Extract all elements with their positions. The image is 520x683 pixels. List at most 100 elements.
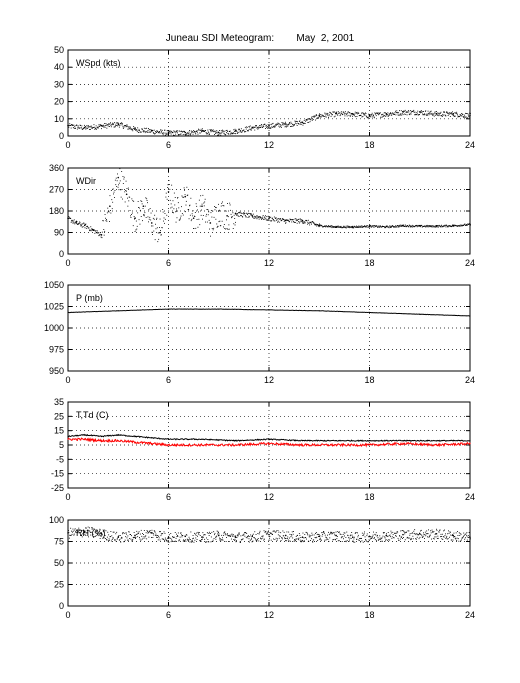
scatter-dot: [190, 197, 192, 199]
scatter-dot: [317, 117, 319, 119]
data-point: [192, 217, 195, 219]
scatter-dot: [349, 112, 351, 114]
scatter-dot: [148, 129, 150, 131]
panel-label-temperature-dewpoint: T,Td (C): [76, 410, 109, 420]
scatter-dot: [188, 536, 190, 538]
scatter-dot: [237, 534, 239, 536]
scatter-dot: [86, 225, 88, 227]
scatter-dot: [71, 221, 73, 223]
scatter-dot: [227, 535, 229, 536]
scatter-dot: [313, 222, 315, 224]
scatter-dot: [441, 225, 443, 227]
scatter-dot: [404, 224, 406, 226]
scatter-dot: [153, 218, 155, 220]
scatter-dot: [91, 228, 93, 230]
scatter-dot: [452, 534, 453, 536]
scatter-dot: [122, 183, 124, 184]
xtick-label: 18: [364, 492, 374, 502]
scatter-dot: [98, 234, 100, 236]
data-point: [435, 440, 438, 442]
scatter-dot: [339, 112, 340, 114]
scatter-dot: [77, 125, 79, 127]
data-point: [368, 114, 371, 117]
data-point: [117, 434, 119, 436]
data-point: [351, 112, 354, 115]
scatter-dot: [270, 124, 272, 126]
scatter-dot: [184, 194, 186, 196]
scatter-dot: [345, 113, 347, 115]
scatter-dot: [375, 225, 377, 227]
scatter-dot: [393, 226, 395, 227]
scatter-dot: [469, 541, 471, 543]
scatter-dot: [462, 224, 464, 226]
scatter-dot: [428, 114, 430, 116]
scatter-dot: [176, 217, 178, 219]
scatter-dot: [139, 533, 141, 535]
scatter-dot: [202, 194, 204, 196]
scatter-dot: [248, 541, 250, 543]
scatter-dot: [281, 122, 283, 123]
data-point: [418, 111, 421, 113]
scatter-dot: [124, 532, 126, 534]
data-point: [159, 231, 161, 234]
scatter-dot: [355, 532, 357, 533]
scatter-dot: [427, 536, 428, 538]
scatter-dot: [282, 530, 284, 532]
scatter-dot: [177, 132, 178, 134]
scatter-dot: [255, 216, 257, 218]
scatter-dot: [421, 111, 423, 113]
scatter-dot: [314, 116, 316, 117]
scatter-dot: [294, 120, 296, 122]
scatter-dot: [428, 536, 430, 537]
scatter-dot: [379, 535, 381, 537]
scatter-dot: [72, 531, 73, 533]
scatter-dot: [434, 112, 436, 114]
scatter-dot: [416, 114, 417, 115]
scatter-dot: [362, 112, 364, 114]
scatter-dot: [238, 129, 240, 131]
scatter-dot: [220, 134, 222, 136]
scatter-dot: [390, 112, 391, 114]
data-point: [167, 308, 170, 310]
scatter-dot: [369, 116, 371, 117]
scatter-dot: [350, 113, 352, 115]
scatter-dot: [349, 226, 351, 228]
scatter-dot: [362, 226, 364, 227]
scatter-dot: [109, 539, 110, 541]
scatter-dot: [298, 533, 300, 534]
scatter-dot: [113, 191, 115, 193]
scatter-dot: [369, 224, 371, 226]
scatter-dot: [446, 535, 448, 537]
scatter-dot: [318, 117, 319, 119]
scatter-dot: [385, 539, 387, 540]
scatter-dot: [456, 537, 458, 539]
scatter-dot: [315, 223, 316, 225]
scatter-dot: [129, 196, 131, 198]
scatter-dot: [136, 530, 138, 532]
scatter-dot: [225, 541, 227, 542]
scatter-dot: [155, 534, 156, 536]
scatter-dot: [188, 133, 190, 135]
scatter-dot: [235, 213, 237, 215]
scatter-dot: [108, 534, 110, 536]
scatter-dot: [101, 128, 102, 130]
scatter-dot: [256, 215, 258, 217]
scatter-dot: [296, 125, 298, 126]
scatter-dot: [309, 224, 311, 226]
scatter-dot: [277, 221, 278, 223]
scatter-dot: [107, 207, 109, 209]
scatter-dot: [202, 218, 203, 220]
scatter-dot: [374, 537, 375, 539]
scatter-dot: [73, 222, 75, 224]
scatter-dot: [184, 189, 185, 191]
scatter-dot: [91, 528, 93, 530]
scatter-dot: [236, 133, 238, 134]
scatter-dot: [157, 241, 159, 243]
scatter-dot: [294, 122, 296, 124]
scatter-dot: [441, 116, 443, 117]
scatter-dot: [220, 225, 222, 227]
scatter-dot: [70, 125, 72, 126]
scatter-dot: [206, 213, 207, 215]
scatter-dot: [375, 225, 377, 227]
scatter-dot: [152, 130, 154, 131]
